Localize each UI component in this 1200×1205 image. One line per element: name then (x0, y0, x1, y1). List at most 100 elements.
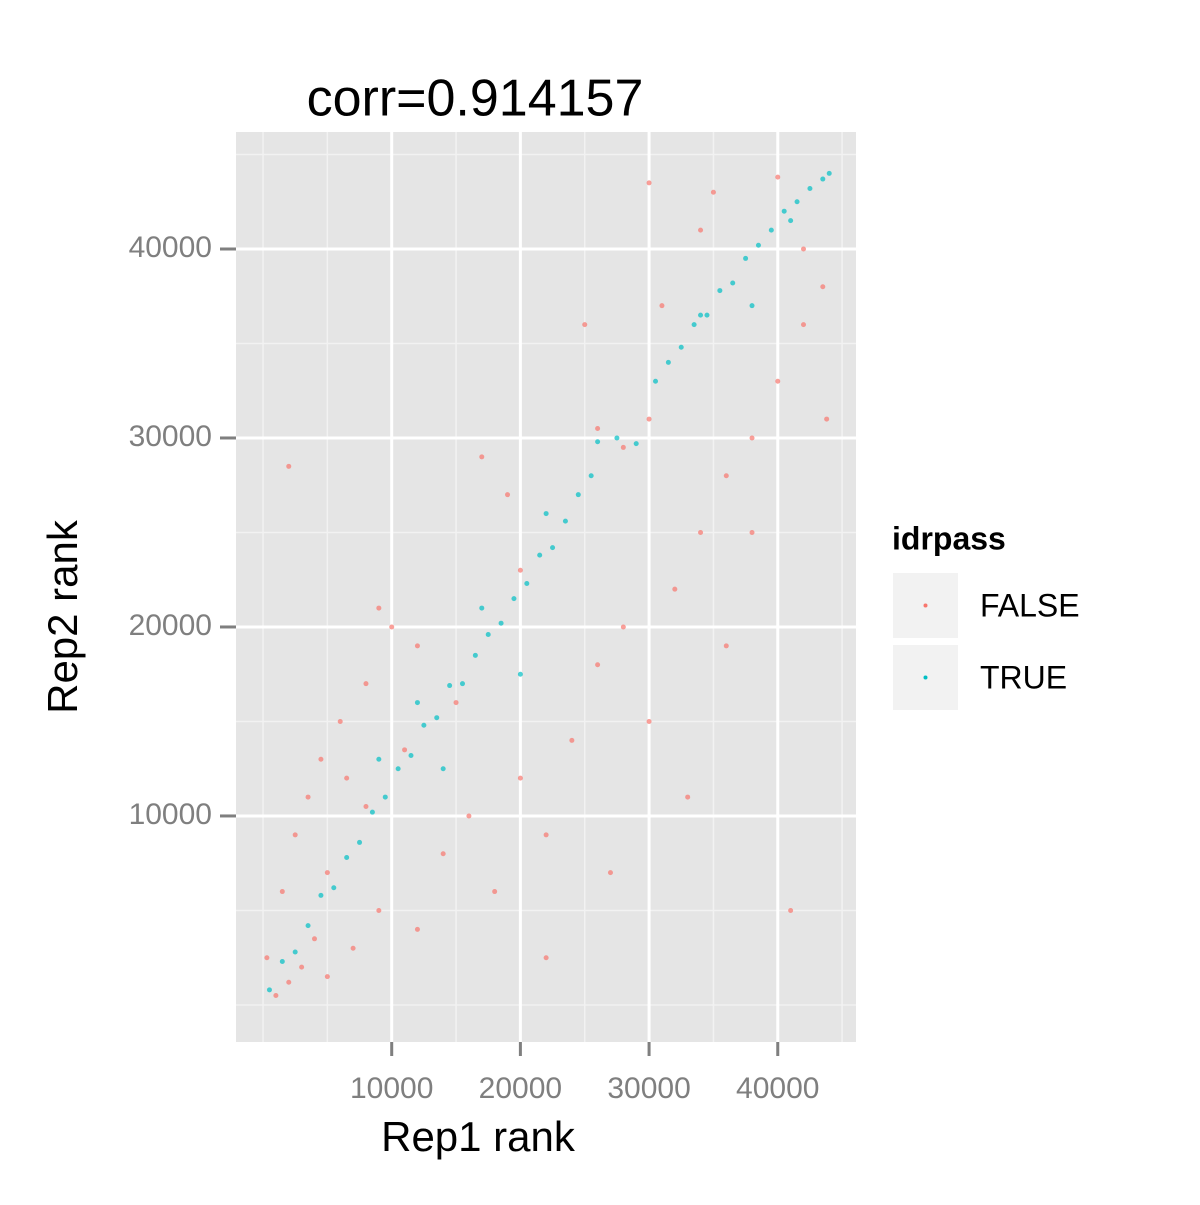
point (620, 444, 626, 450)
point (562, 518, 568, 524)
point (498, 620, 504, 626)
point (382, 794, 388, 800)
point (633, 441, 639, 447)
point (305, 794, 311, 800)
point (337, 718, 343, 724)
legend-marker (923, 603, 928, 608)
point (324, 870, 330, 876)
point (459, 681, 465, 687)
point (273, 993, 279, 999)
point (749, 529, 755, 535)
point (466, 813, 472, 819)
point (781, 208, 787, 214)
point (414, 643, 420, 649)
point (537, 552, 543, 558)
point (691, 322, 697, 328)
point (788, 907, 794, 913)
point (588, 473, 594, 479)
point (569, 737, 575, 743)
point (646, 416, 652, 422)
point (685, 794, 691, 800)
point (363, 804, 369, 810)
point (389, 624, 395, 630)
point (292, 949, 298, 955)
point (286, 979, 292, 985)
point (807, 186, 813, 192)
point (824, 416, 830, 422)
point (479, 605, 485, 611)
point (543, 511, 549, 517)
y-axis-label: Rep2 rank (39, 519, 86, 714)
point (279, 889, 285, 895)
point (331, 885, 337, 891)
point (595, 439, 601, 445)
point (305, 923, 311, 929)
point (646, 180, 652, 186)
point (672, 586, 678, 592)
point (511, 596, 517, 602)
point (620, 624, 626, 630)
point (550, 545, 556, 551)
point (653, 378, 659, 384)
point (775, 378, 781, 384)
point (710, 189, 716, 195)
point (318, 756, 324, 762)
point (414, 926, 420, 932)
y-tick-label: 10000 (129, 798, 212, 831)
point (755, 242, 761, 248)
x-tick-label: 20000 (479, 1072, 562, 1105)
point (517, 671, 523, 677)
x-axis-label: Rep1 rank (381, 1113, 576, 1160)
point (376, 907, 382, 913)
point (279, 958, 285, 964)
legend-marker (923, 675, 928, 680)
point (479, 454, 485, 460)
point (376, 605, 382, 611)
y-tick-label: 40000 (129, 231, 212, 264)
point (318, 892, 324, 898)
point (324, 974, 330, 980)
point (492, 889, 498, 895)
point (614, 435, 620, 441)
point (788, 218, 794, 224)
legend-title: idrpass (892, 520, 1006, 556)
point (826, 170, 832, 176)
point (414, 700, 420, 706)
point (524, 581, 530, 587)
point (595, 662, 601, 668)
point (292, 832, 298, 838)
point (408, 752, 414, 758)
point (447, 683, 453, 689)
point (357, 839, 363, 845)
point (369, 809, 375, 815)
point (678, 344, 684, 350)
point (582, 322, 588, 328)
point (723, 473, 729, 479)
point (453, 700, 459, 706)
point (376, 756, 382, 762)
point (698, 227, 704, 233)
point (800, 246, 806, 252)
point (595, 426, 601, 432)
point (794, 199, 800, 205)
chart-title: corr=0.914157 (307, 70, 644, 128)
point (820, 284, 826, 290)
point (800, 322, 806, 328)
point (286, 463, 292, 469)
point (311, 936, 317, 942)
x-tick-label: 30000 (607, 1072, 690, 1105)
point (743, 255, 749, 261)
point (350, 945, 356, 951)
point (543, 832, 549, 838)
panel (236, 132, 856, 1042)
point (472, 652, 478, 658)
point (717, 288, 723, 294)
point (698, 529, 704, 535)
point (607, 870, 613, 876)
point (434, 715, 440, 721)
point (402, 747, 408, 753)
point (505, 492, 511, 498)
point (363, 681, 369, 687)
point (421, 722, 427, 728)
